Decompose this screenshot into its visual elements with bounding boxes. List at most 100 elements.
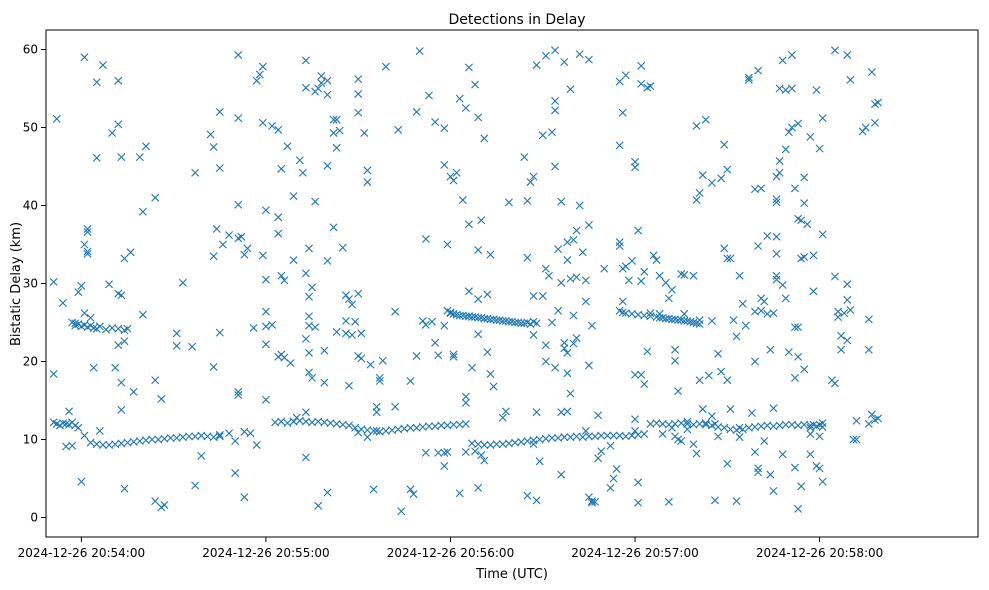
detection-point <box>597 447 606 456</box>
detection-point <box>105 280 114 289</box>
detection-point <box>551 46 560 55</box>
detection-point <box>464 312 473 321</box>
detection-point <box>117 378 126 387</box>
detection-point <box>738 299 747 308</box>
detection-point <box>335 126 344 135</box>
detection-point <box>301 56 310 65</box>
detection-point <box>520 153 529 162</box>
detection-point <box>354 75 363 84</box>
detection-point <box>114 324 123 333</box>
detection-point <box>289 192 298 201</box>
plot-background <box>46 30 978 537</box>
detection-point <box>391 307 400 316</box>
detection-point <box>683 425 692 434</box>
detection-point <box>541 341 550 350</box>
detection-point <box>775 84 784 93</box>
detection-point <box>834 307 843 316</box>
detection-point <box>572 334 581 343</box>
detection-point <box>431 118 440 127</box>
detection-point <box>594 454 603 463</box>
detection-point <box>760 437 769 446</box>
points-layer <box>49 46 883 516</box>
detection-point <box>261 307 270 316</box>
detection-point <box>138 207 147 216</box>
detection-point <box>707 316 716 325</box>
detection-point <box>480 134 489 143</box>
detection-point <box>726 254 735 263</box>
detection-point <box>323 488 332 497</box>
detection-point <box>606 441 615 450</box>
detection-point <box>529 440 538 449</box>
detection-point <box>209 143 218 151</box>
detection-point <box>695 316 704 325</box>
detection-point <box>258 62 267 71</box>
detection-point <box>323 76 332 85</box>
detection-point <box>301 408 310 417</box>
detection-point <box>274 229 283 238</box>
detection-point <box>311 197 320 206</box>
detection-point <box>637 79 646 88</box>
detection-point <box>80 53 89 62</box>
detection-point <box>461 392 470 401</box>
detection-point <box>320 378 329 387</box>
detection-point <box>544 271 553 280</box>
detection-point <box>763 231 772 240</box>
detection-point <box>77 477 86 486</box>
detection-point <box>468 363 477 372</box>
detection-point <box>723 254 732 263</box>
detection-point <box>301 83 310 92</box>
detection-point <box>351 317 360 326</box>
detection-point <box>83 249 92 258</box>
detection-point <box>621 71 630 80</box>
detection-point <box>769 486 778 495</box>
detection-point <box>114 120 123 129</box>
detection-point <box>212 224 221 233</box>
detection-point <box>769 309 778 318</box>
detection-point <box>357 329 366 338</box>
detection-point <box>649 251 658 260</box>
detection-point <box>62 419 70 428</box>
detection-point <box>114 341 123 350</box>
detection-point <box>89 363 98 372</box>
detection-point <box>843 280 852 289</box>
detection-point <box>255 70 264 79</box>
detection-point <box>308 373 317 382</box>
detection-point <box>861 123 870 132</box>
detection-point <box>797 482 806 491</box>
detection-point <box>529 172 538 181</box>
detection-point <box>627 256 636 265</box>
detection-point <box>234 50 243 59</box>
detection-point <box>421 320 430 329</box>
detection-point <box>151 376 160 385</box>
detection-point <box>646 309 655 318</box>
detection-point <box>584 55 593 64</box>
detection-point <box>431 338 440 347</box>
detection-point <box>274 213 283 222</box>
detection-point <box>289 256 298 265</box>
detection-point <box>188 342 197 351</box>
detection-point <box>781 294 790 303</box>
detection-point <box>846 306 855 315</box>
detection-point <box>215 328 224 337</box>
detection-point <box>80 309 89 318</box>
detection-point <box>80 431 89 440</box>
x-tick-label: 2024-12-26 20:58:00 <box>756 546 883 560</box>
detection-point <box>446 309 455 318</box>
detection-point <box>551 363 560 372</box>
detection-point <box>631 163 640 172</box>
detection-point <box>563 348 572 357</box>
detection-point <box>363 433 372 442</box>
detection-point <box>461 447 470 456</box>
detection-point <box>874 414 883 423</box>
detection-point <box>440 462 449 471</box>
detection-point <box>329 128 338 137</box>
detection-point <box>129 387 138 396</box>
detection-point <box>680 309 689 318</box>
detection-point <box>225 231 234 240</box>
detection-point <box>794 504 803 513</box>
detection-point <box>661 278 670 287</box>
detection-point <box>446 172 455 181</box>
detection-point <box>354 108 363 117</box>
detection-point <box>674 387 683 396</box>
